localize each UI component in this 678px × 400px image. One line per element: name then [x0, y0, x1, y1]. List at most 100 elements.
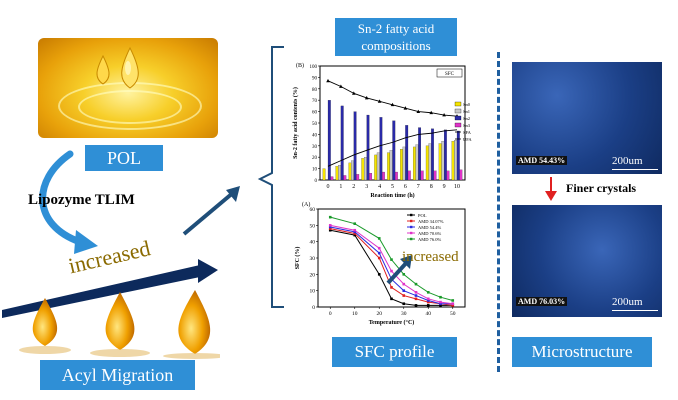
y-tick-label: 30	[312, 145, 318, 150]
bar-sn1	[454, 139, 458, 181]
data-point	[402, 273, 406, 276]
x-tick-label: 6	[404, 184, 407, 190]
data-point	[439, 295, 442, 299]
bar-sn3	[446, 170, 450, 181]
x-axis-label: Temperature (°C)	[369, 319, 415, 326]
legend-label: Sn2	[463, 116, 470, 121]
legend-label: AMD 76.0%	[418, 237, 442, 242]
point-sfa	[442, 113, 446, 117]
y-tick-label: 70	[312, 99, 318, 104]
data-point	[402, 282, 406, 286]
bar-sn0	[348, 162, 352, 181]
micro-bottom-scale: 200um	[612, 296, 643, 308]
y-axis-label: Sn-2 fatty acid contents (%)	[292, 87, 299, 159]
y-tick-label: 80	[312, 88, 318, 93]
micro-top-label: AMD 54.43%	[516, 156, 568, 165]
legend-swatch	[454, 108, 462, 114]
bar-sn1	[376, 152, 380, 181]
acyl-migration-label: Acyl Migration	[40, 360, 195, 390]
legend-swatch	[454, 115, 462, 121]
data-point	[439, 300, 442, 304]
microstructure-label: Microstructure	[512, 337, 652, 367]
y-tick-label: 10	[310, 289, 316, 295]
data-point	[353, 228, 357, 232]
sn2-title: Sn-2 fatty acid compositions	[335, 18, 457, 56]
finer-crystals-label: Finer crystals	[566, 181, 637, 195]
data-point	[328, 225, 332, 229]
data-point	[390, 258, 393, 261]
increase-wedge	[2, 259, 218, 318]
line-ufa	[327, 129, 458, 167]
data-point	[353, 232, 357, 235]
point-sfa	[416, 109, 421, 113]
x-tick-label: 3	[365, 184, 368, 190]
bar-sn0	[438, 143, 442, 181]
legend-marker	[410, 219, 413, 223]
point-sfa	[352, 91, 356, 95]
x-tick-label: 30	[401, 311, 407, 317]
legend-marker	[410, 225, 413, 229]
bar-sn3	[343, 175, 347, 181]
x-tick-label: 9	[443, 184, 446, 190]
data-point	[390, 269, 393, 273]
y-tick-label: 50	[312, 122, 318, 127]
x-tick-label: 10	[352, 311, 358, 317]
y-tick-label: 100	[310, 65, 318, 70]
x-tick-label: 8	[430, 184, 433, 190]
bar-sn1	[363, 157, 367, 181]
micro-image-bottom: AMD 76.03% 200um	[512, 205, 662, 317]
legend-label: AMD 70.6%	[418, 231, 442, 236]
chart-sn2-composition: (B) 0 10 20 30 40 50 60 70 80 90 100 0 1 2 3 4 5 6 7 8 9 10 Rea…	[292, 62, 472, 199]
data-point	[377, 273, 381, 276]
x-tick-label: 0	[327, 184, 330, 190]
bar-sn0	[451, 141, 455, 181]
data-point	[402, 302, 406, 306]
bar-sn0	[374, 154, 378, 181]
data-point	[439, 304, 442, 307]
legend-label: SFA	[463, 130, 472, 135]
separator	[497, 52, 500, 372]
bar-sn2	[379, 117, 383, 181]
legend-label: UFA	[463, 137, 472, 142]
y-tick-label: 20	[312, 156, 318, 161]
red-arrow-icon	[545, 177, 557, 201]
data-point	[328, 227, 332, 230]
bar-sn2	[392, 120, 396, 181]
y-tick-label: 0	[312, 305, 315, 311]
data-point	[328, 215, 332, 219]
point-sfa	[377, 99, 382, 103]
data-point	[414, 282, 418, 286]
bar-sn3	[382, 171, 385, 181]
data-point	[451, 302, 455, 306]
legend-label: AMD 34.07%	[418, 219, 444, 224]
bar-sn3	[407, 170, 411, 181]
x-tick-label: 20	[377, 311, 383, 317]
annotation-arrowhead	[400, 255, 412, 269]
bar-sn3	[459, 169, 463, 181]
bar-sn1	[441, 141, 445, 181]
y-tick-label: 60	[310, 207, 316, 213]
data-point	[390, 297, 393, 301]
micro-top-scale: 200um	[612, 155, 643, 167]
x-tick-label: 7	[417, 184, 420, 190]
corner-label: SFC	[445, 72, 455, 77]
bar-sn0	[412, 146, 416, 181]
increased-chart-label: increased	[402, 249, 459, 265]
bar-sn0	[387, 152, 391, 181]
x-tick-label: 2	[352, 184, 355, 190]
micro-bottom-label: AMD 76.03%	[516, 297, 568, 306]
point-sfa	[429, 110, 433, 115]
scale-bar	[612, 169, 658, 170]
point-sfa	[364, 95, 369, 100]
bar-sn3	[356, 174, 360, 181]
curved-arrow-icon	[39, 150, 98, 254]
x-tick-label: 40	[426, 311, 432, 317]
data-point	[402, 294, 406, 297]
bar-sn3	[369, 173, 373, 181]
bar-sn0	[425, 145, 429, 181]
golden-droplets-icon	[19, 290, 220, 359]
x-tick-label: 0	[329, 311, 332, 317]
data-point	[414, 297, 418, 301]
y-tick-label: 0	[315, 179, 318, 184]
